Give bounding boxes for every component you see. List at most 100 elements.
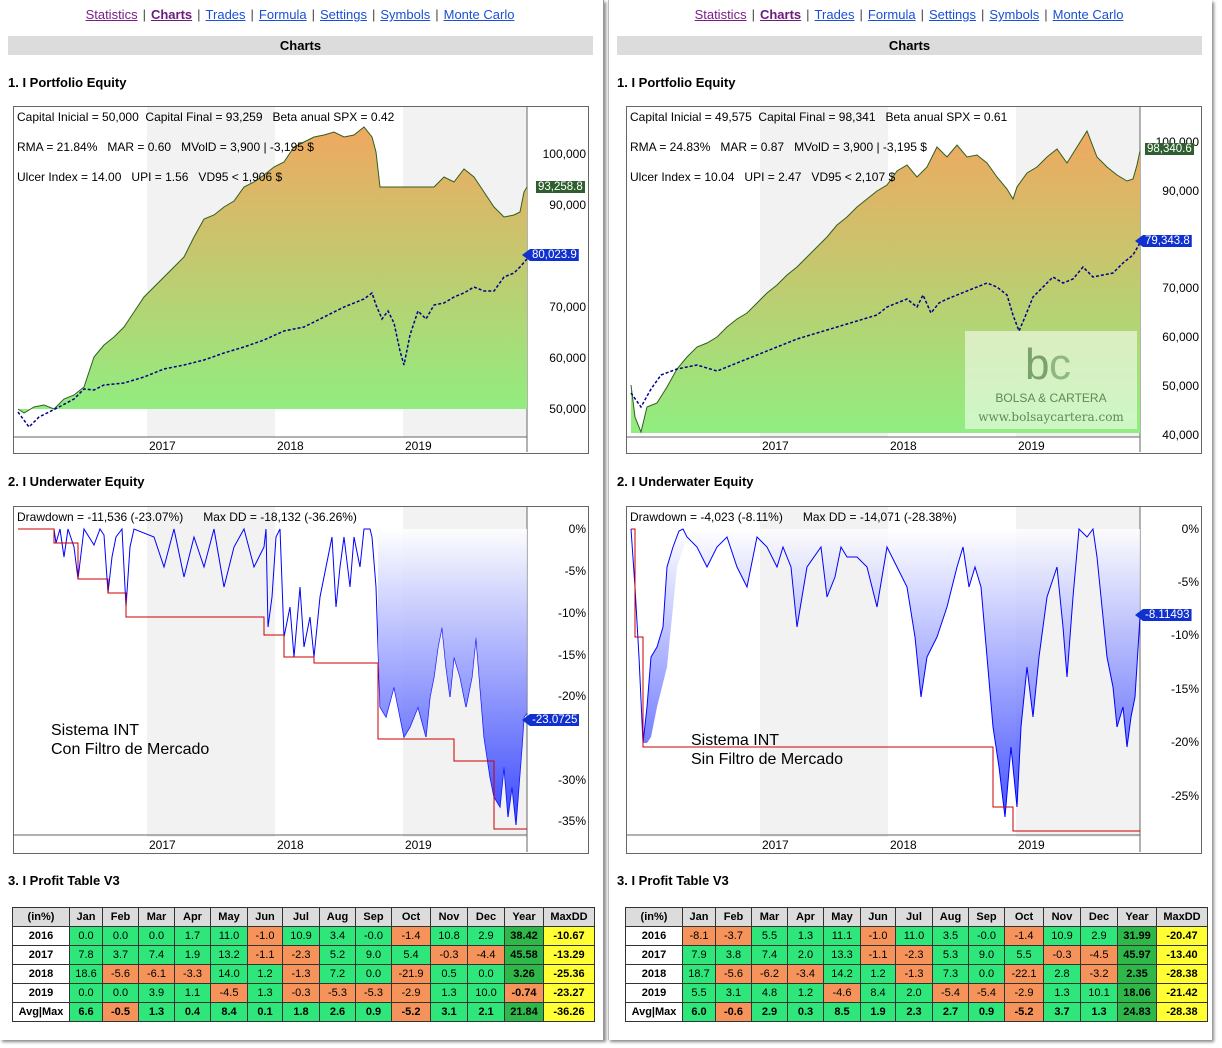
nav-link-statistics[interactable]: Statistics bbox=[85, 7, 138, 22]
table-cell: 3.5 bbox=[932, 926, 969, 946]
table-cell: 13.3 bbox=[823, 945, 861, 965]
table-cell: 2.35 bbox=[1117, 964, 1157, 984]
table-cell: 18.6 bbox=[69, 964, 103, 984]
table-cell: 2.7 bbox=[932, 1002, 969, 1022]
y-tick-label: -10% bbox=[1170, 628, 1199, 642]
table-cell: 2.1 bbox=[467, 1002, 505, 1022]
table-cell: 13.2 bbox=[210, 945, 248, 965]
table-cell: 9.0 bbox=[355, 945, 392, 965]
nav-link-symbols[interactable]: Symbols bbox=[989, 7, 1040, 22]
nav-link-charts[interactable]: Charts bbox=[150, 7, 193, 22]
profit-table-heading: 3. I Profit Table V3 bbox=[8, 873, 120, 888]
y-tick-label: -10% bbox=[557, 606, 586, 620]
report-nav: Statistics | Charts | Trades | Formula | Setting… bbox=[85, 7, 515, 22]
table-cell: 14.0 bbox=[210, 964, 248, 984]
drawdown-line bbox=[630, 527, 1141, 818]
nav-link-trades[interactable]: Trades bbox=[205, 7, 246, 22]
table-cell: 2019 bbox=[12, 983, 70, 1003]
nav-link-formula[interactable]: Formula bbox=[258, 7, 307, 22]
table-cell: 2.9 bbox=[751, 1002, 788, 1022]
table-cell: 2019 bbox=[625, 983, 683, 1003]
column-header: MaxDD bbox=[1156, 907, 1208, 927]
table-cell: 0.0 bbox=[138, 926, 175, 946]
x-tick-label: 2017 bbox=[149, 838, 176, 852]
table-cell: 3.4 bbox=[319, 926, 356, 946]
benchmark-value-tag: 80,023.9 bbox=[522, 249, 579, 261]
column-header: Nov bbox=[430, 907, 468, 927]
table-cell: 1.8 bbox=[282, 1002, 320, 1022]
nav-link-trades[interactable]: Trades bbox=[814, 7, 855, 22]
column-header: Nov bbox=[1043, 907, 1081, 927]
x-tick-label: 2018 bbox=[890, 439, 917, 453]
equity-line bbox=[17, 126, 528, 414]
underwater-chart-svg bbox=[627, 507, 1141, 852]
nav-link-settings[interactable]: Settings bbox=[929, 7, 976, 22]
underwater-chart: Drawdown = -4,023 (-8.11%) Max DD = -14,… bbox=[626, 506, 1202, 854]
max-drawdown-line bbox=[631, 528, 1140, 832]
table-cell: 8.5 bbox=[823, 1002, 861, 1022]
table-cell: 1.2 bbox=[787, 983, 824, 1003]
benchmark-value-tag: 79,343.8 bbox=[1135, 235, 1192, 247]
nav-link-monte-carlo[interactable]: Monte Carlo bbox=[1052, 7, 1124, 22]
final-value-tag: 98,340.6 bbox=[1145, 143, 1194, 155]
table-cell: 14.2 bbox=[823, 964, 861, 984]
table-cell: 2016 bbox=[625, 926, 683, 946]
nav-link-charts[interactable]: Charts bbox=[759, 7, 802, 22]
table-cell: 0.0 bbox=[102, 926, 139, 946]
table-cell: -23.27 bbox=[543, 983, 595, 1003]
table-cell: -2.3 bbox=[282, 945, 320, 965]
underwater-chart: Drawdown = -11,536 (-23.07%) Max DD = -1… bbox=[13, 506, 589, 854]
table-cell: 10.0 bbox=[467, 983, 505, 1003]
table-cell: 5.2 bbox=[319, 945, 356, 965]
table-cell: -1.1 bbox=[247, 945, 283, 965]
y-tick-label: -30% bbox=[557, 773, 586, 787]
table-cell: 1.9 bbox=[860, 1002, 896, 1022]
nav-link-statistics[interactable]: Statistics bbox=[694, 7, 747, 22]
y-tick-label: 90,000 bbox=[549, 198, 586, 212]
table-row: 2019 0.0 0.0 3.9 1.1 -4.5 1.3 -0.3 -5.3 -5.3 -2.9 1… bbox=[12, 983, 595, 1003]
column-header: Sep bbox=[355, 907, 392, 927]
table-cell: -21.42 bbox=[1156, 983, 1208, 1003]
system-subtitle: Con Filtro de Mercado bbox=[51, 741, 210, 758]
nav-link-symbols[interactable]: Symbols bbox=[380, 7, 431, 22]
y-axis: 100,000 90,000 70,000 60,000 50,000 40,0… bbox=[1135, 107, 1201, 453]
table-cell: -0.74 bbox=[504, 983, 544, 1003]
nav-link-settings[interactable]: Settings bbox=[320, 7, 367, 22]
x-tick-label: 2018 bbox=[277, 439, 304, 453]
table-cell: 2.9 bbox=[467, 926, 505, 946]
table-cell: 45.58 bbox=[504, 945, 544, 965]
table-cell: 7.8 bbox=[69, 945, 103, 965]
nav-link-monte-carlo[interactable]: Monte Carlo bbox=[443, 7, 515, 22]
table-cell: 0.0 bbox=[69, 926, 103, 946]
table-cell: -10.67 bbox=[543, 926, 595, 946]
table-cell: Avg|Max bbox=[12, 1002, 70, 1022]
y-axis: 0% -5% -10% -15% -20% -25% -8.11493 bbox=[1135, 507, 1201, 853]
nav-link-formula[interactable]: Formula bbox=[867, 7, 916, 22]
table-cell: 0.0 bbox=[467, 964, 505, 984]
table-cell: 1.3 bbox=[1080, 1002, 1118, 1022]
column-header: Sep bbox=[968, 907, 1005, 927]
table-cell: 1.1 bbox=[174, 983, 211, 1003]
table-cell: Avg|Max bbox=[625, 1002, 683, 1022]
equity-heading: 1. I Portfolio Equity bbox=[617, 75, 736, 90]
table-row: 2016 -8.1 -3.7 5.5 1.3 11.1 -1.0 11.0 3.5 -0.0 -1.… bbox=[625, 926, 1208, 946]
table-cell: 0.1 bbox=[247, 1002, 283, 1022]
column-header: Year bbox=[504, 907, 544, 927]
table-cell: 3.9 bbox=[138, 983, 175, 1003]
table-cell: 1.3 bbox=[247, 983, 283, 1003]
column-header: Dec bbox=[1080, 907, 1118, 927]
table-cell: 5.5 bbox=[751, 926, 788, 946]
table-row: 2017 7.8 3.7 7.4 1.9 13.2 -1.1 -2.3 5.2 9.0 5.4 -0.… bbox=[12, 945, 595, 965]
equity-stats-line-2: RMA = 21.84% MAR = 0.60 MVolD = 3,900 | … bbox=[17, 140, 314, 154]
equity-stats-line-3: Ulcer Index = 10.04 UPI = 2.47 VD95 < 2,… bbox=[630, 170, 896, 184]
table-cell: -4.6 bbox=[823, 983, 861, 1003]
table-cell: -20.47 bbox=[1156, 926, 1208, 946]
table-cell: 1.3 bbox=[1043, 983, 1081, 1003]
column-header: Oct bbox=[1004, 907, 1044, 927]
benchmark-line bbox=[630, 242, 1141, 409]
table-cell: 1.2 bbox=[247, 964, 283, 984]
column-header: Dec bbox=[467, 907, 505, 927]
table-cell: -3.7 bbox=[715, 926, 752, 946]
y-tick-label: -5% bbox=[564, 564, 586, 578]
system-subtitle: Sin Filtro de Mercado bbox=[691, 751, 844, 768]
